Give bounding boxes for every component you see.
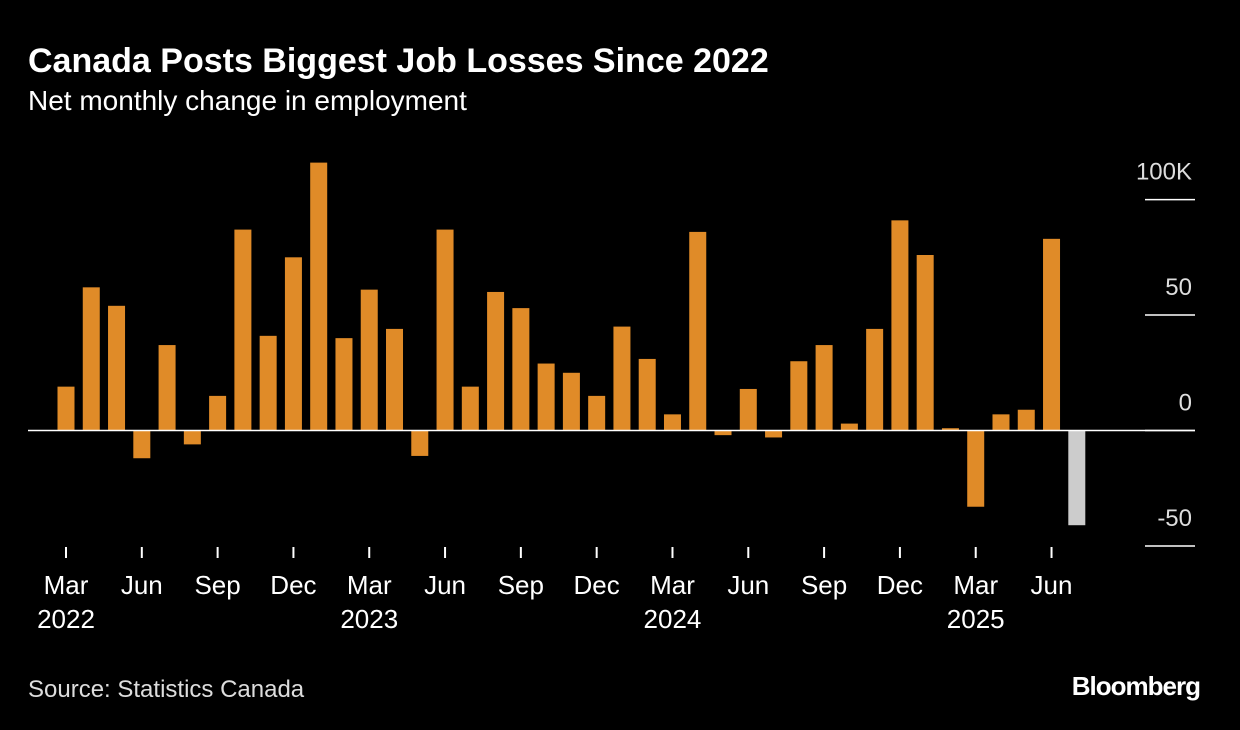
bar <box>57 386 75 431</box>
bar <box>284 257 302 431</box>
x-tick-label: Dec <box>573 570 620 600</box>
bar <box>82 287 100 431</box>
x-tick-label: Dec <box>876 570 924 600</box>
bar <box>1017 409 1035 431</box>
bar <box>941 428 959 431</box>
x-tick-label: Mar 2024 <box>643 570 702 634</box>
bar <box>866 328 884 431</box>
bar <box>335 338 353 431</box>
bar <box>1043 238 1061 431</box>
x-tick-label: Dec <box>270 570 317 600</box>
bar <box>714 430 732 436</box>
x-tick-label: Mar 2025 <box>946 570 1005 634</box>
bar <box>209 395 227 431</box>
bar <box>916 255 934 431</box>
x-tick-label: Jun <box>424 570 466 600</box>
bar <box>765 430 783 438</box>
x-tick-label: Mar 2022 <box>37 570 95 634</box>
bar <box>259 335 277 431</box>
bar <box>663 414 681 431</box>
bar <box>461 386 479 431</box>
bar <box>613 326 631 431</box>
bar <box>562 372 580 431</box>
x-tick-label: Jun <box>120 570 163 600</box>
bar <box>638 358 656 431</box>
x-tick-label: Mar 2023 <box>340 570 399 634</box>
bar <box>436 229 454 431</box>
bar <box>310 162 328 431</box>
source: Source: Statistics Canada <box>28 676 305 703</box>
bar <box>487 291 505 431</box>
bar <box>992 414 1010 431</box>
bar <box>739 388 757 431</box>
brand-logo: Bloomberg <box>1072 671 1200 701</box>
bar <box>537 363 555 431</box>
x-tick-label: Sep <box>497 570 544 600</box>
x-tick-label: Jun <box>727 570 770 600</box>
x-tick-label: Jun <box>1030 570 1073 600</box>
y-tick-label: 0 <box>1179 390 1192 417</box>
y-tick-label: -50 <box>1157 505 1192 532</box>
chart-subtitle: Net monthly change in employment <box>28 85 467 116</box>
bar <box>815 345 833 431</box>
bar <box>411 430 429 456</box>
bar <box>689 231 707 431</box>
bar <box>967 430 985 507</box>
bar <box>891 220 909 431</box>
bar <box>360 289 378 431</box>
bar <box>790 361 808 431</box>
bar <box>840 423 858 431</box>
chart-title: Canada Posts Biggest Job Losses Since 20… <box>28 42 769 80</box>
bar <box>183 430 201 445</box>
x-tick-label: Sep <box>800 570 848 600</box>
bar <box>234 229 252 431</box>
y-tick-label: 100K <box>1136 159 1192 186</box>
bar <box>1068 430 1086 526</box>
bar <box>108 305 126 431</box>
bar <box>133 430 151 459</box>
y-tick-label: 50 <box>1165 274 1192 301</box>
bar <box>588 395 606 431</box>
bar <box>512 308 530 431</box>
bar <box>386 328 404 431</box>
x-tick-label: Sep <box>194 570 241 600</box>
bar <box>158 345 176 431</box>
